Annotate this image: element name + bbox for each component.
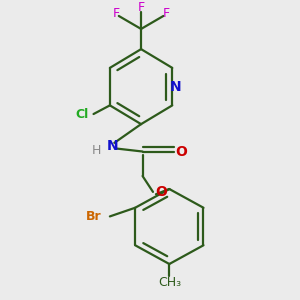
- Text: H: H: [92, 144, 101, 158]
- Text: Cl: Cl: [75, 107, 88, 121]
- Text: F: F: [112, 7, 119, 20]
- Text: N: N: [107, 139, 119, 153]
- Text: F: F: [163, 7, 170, 20]
- Text: F: F: [137, 1, 145, 14]
- Text: Br: Br: [86, 210, 101, 223]
- Text: O: O: [155, 185, 167, 199]
- Text: N: N: [170, 80, 182, 94]
- Text: O: O: [175, 145, 187, 158]
- Text: CH₃: CH₃: [158, 276, 181, 289]
